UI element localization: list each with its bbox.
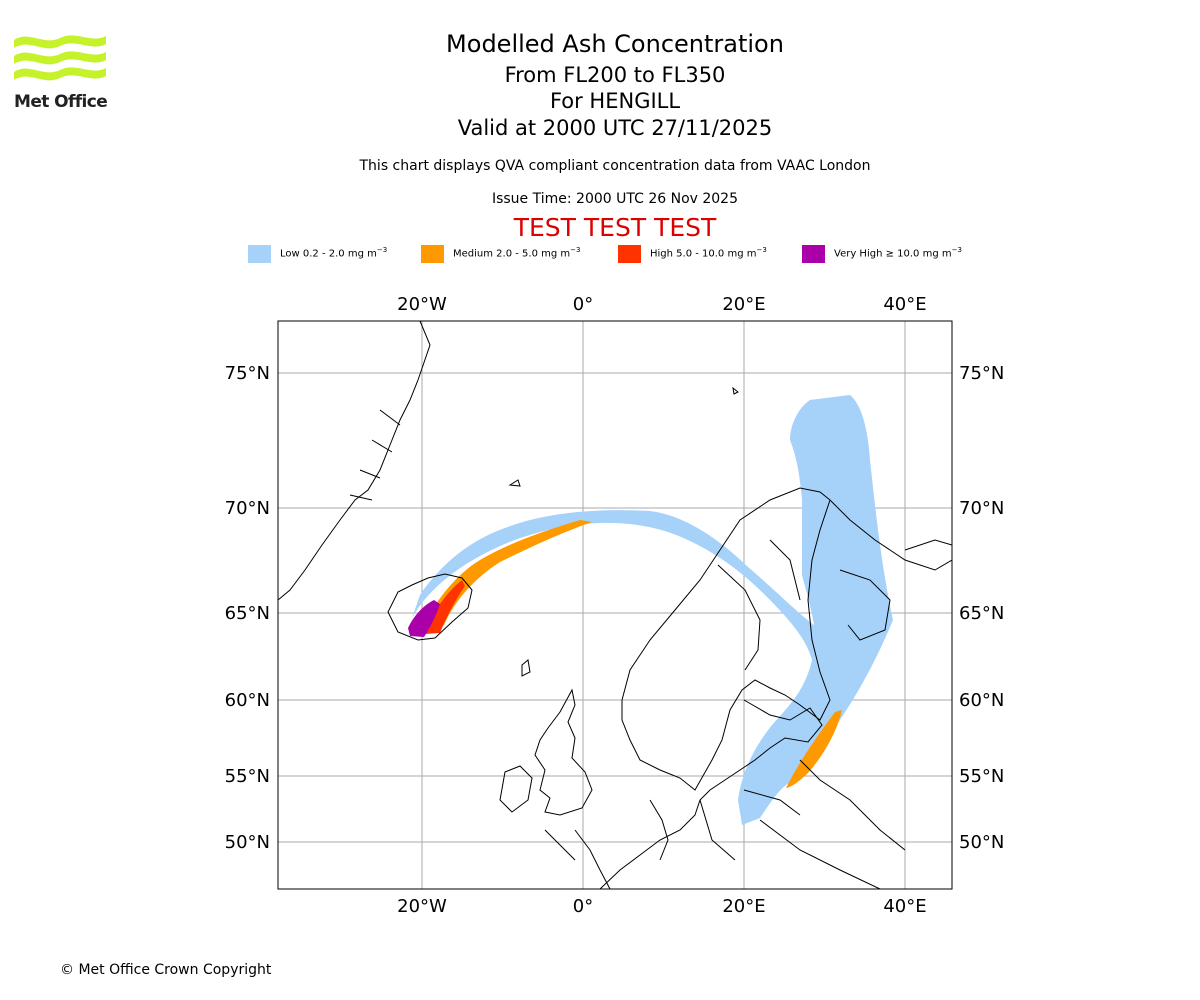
ash-region-low: [412, 395, 893, 825]
lat-label-right: 65°N: [959, 603, 1004, 624]
lon-label-bottom: 0°: [573, 896, 593, 917]
russia-coast-east: [904, 539, 952, 551]
flight-levels: From FL200 to FL350: [504, 63, 726, 87]
chart-title: Modelled Ash Concentration: [446, 30, 784, 58]
latitude-labels-left: 75°N 70°N 65°N 60°N 55°N 50°N: [225, 363, 270, 853]
test-banner: TEST TEST TEST: [513, 213, 717, 242]
legend-label-low: Low 0.2 - 2.0 mg m−3: [280, 246, 388, 260]
lat-label-right: 70°N: [959, 498, 1004, 519]
legend-swatch-very-high: [802, 245, 825, 263]
lon-label-bottom: 20°W: [397, 896, 447, 917]
copyright: © Met Office Crown Copyright: [60, 962, 272, 978]
coastlines: [278, 321, 952, 889]
lat-label-left: 60°N: [225, 690, 270, 711]
lon-label-bottom: 40°E: [883, 896, 926, 917]
legend-label-high: High 5.0 - 10.0 mg m−3: [650, 246, 767, 260]
lat-label-left: 70°N: [225, 498, 270, 519]
scandinavia-borders: [717, 539, 801, 671]
jan-mayen: [508, 479, 521, 487]
kola-peninsula: [829, 499, 952, 641]
lat-label-right: 50°N: [959, 832, 1004, 853]
european-borders: [649, 759, 906, 889]
legend-swatch-high: [618, 245, 641, 263]
legend-swatch-medium: [421, 245, 444, 263]
lon-label-bottom: 20°E: [722, 896, 765, 917]
greenland-coast: [278, 321, 431, 601]
longitude-labels-bottom: 20°W 0° 20°E 40°E: [397, 896, 926, 917]
svalbard-island: [732, 386, 739, 395]
lat-label-right: 75°N: [959, 363, 1004, 384]
lat-label-right: 55°N: [959, 766, 1004, 787]
lat-label-left: 55°N: [225, 766, 270, 787]
lat-label-left: 75°N: [225, 363, 270, 384]
issue-time: Issue Time: 2000 UTC 26 Nov 2025: [491, 191, 739, 207]
met-office-logo: Met Office: [14, 30, 108, 112]
great-britain: [534, 688, 593, 816]
iceland-coast: [387, 573, 473, 641]
ash-region-high: [425, 580, 465, 634]
lat-label-left: 50°N: [225, 832, 270, 853]
legend-label-medium: Medium 2.0 - 5.0 mg m−3: [453, 246, 581, 260]
baltic-coast: [599, 699, 823, 889]
latitude-labels-right: 75°N 70°N 65°N 60°N 55°N 50°N: [959, 363, 1004, 853]
lon-label-top: 20°E: [722, 294, 765, 315]
western-europe-coast: [544, 829, 611, 889]
faroe-islands: [521, 659, 531, 677]
legend-label-very-high: Very High ≥ 10.0 mg m−3: [834, 246, 962, 260]
lat-label-right: 60°N: [959, 690, 1004, 711]
scandinavia-coast: [621, 487, 831, 791]
legend-swatch-low: [248, 245, 271, 263]
longitude-labels-top: 20°W 0° 20°E 40°E: [397, 294, 926, 315]
ireland: [499, 765, 533, 813]
ash-region-medium-east: [786, 710, 842, 788]
greenland-fjords: [349, 409, 401, 501]
lon-label-top: 20°W: [397, 294, 447, 315]
ash-region-very-high: [408, 600, 440, 637]
met-office-wave-icon: [14, 35, 106, 81]
lon-label-top: 40°E: [883, 294, 926, 315]
valid-time: Valid at 2000 UTC 27/11/2025: [457, 116, 773, 140]
map-frame: [277, 320, 953, 890]
lat-label-left: 65°N: [225, 603, 270, 624]
compliance-note: This chart displays QVA compliant concen…: [359, 158, 871, 174]
volcano-name: For HENGILL: [549, 89, 681, 113]
lon-label-top: 0°: [573, 294, 593, 315]
logo-text: Met Office: [14, 92, 108, 112]
